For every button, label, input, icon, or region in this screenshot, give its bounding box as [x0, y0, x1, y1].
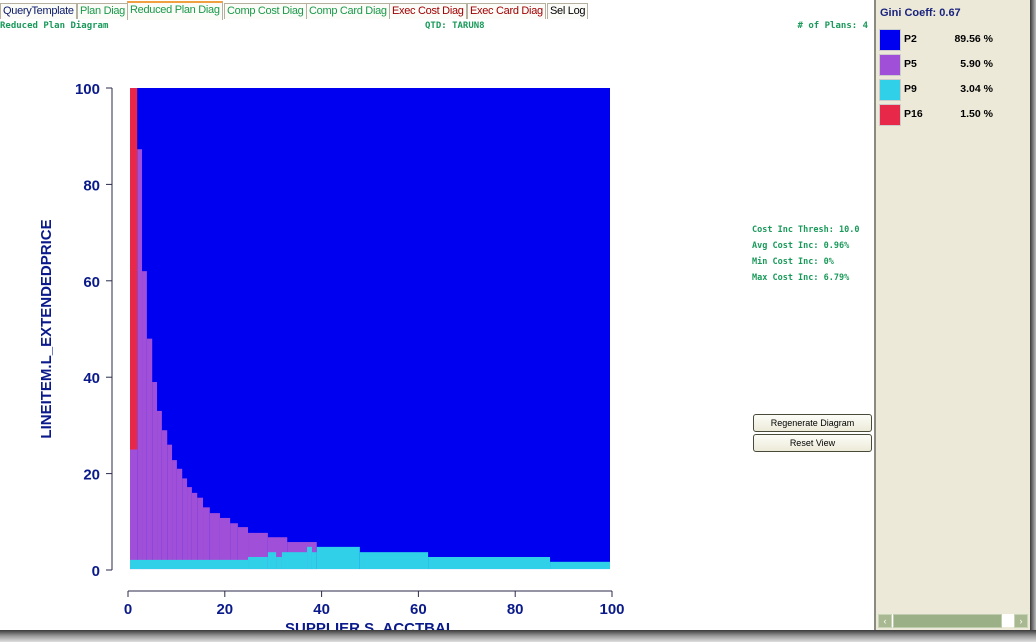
regenerate-diagram-button[interactable]: Regenerate Diagram	[753, 414, 872, 432]
plan-region-p5	[161, 430, 168, 570]
tab-sel-log[interactable]: Sel Log	[547, 3, 589, 19]
legend-plan: P5	[904, 58, 917, 70]
legend-item[interactable]: P5 5.90 %	[879, 54, 1029, 76]
plan-region-p9	[316, 546, 360, 570]
cost-inc-thresh: Cost Inc Thresh: 10.0	[752, 225, 860, 235]
gini-coefficient: Gini Coeff: 0.67	[880, 7, 961, 19]
legend-swatch	[879, 104, 901, 126]
y-tick-label: 20	[83, 467, 100, 484]
x-tick-label: 100	[599, 601, 624, 618]
tab-comp-card-diag[interactable]: Comp Card Diag	[306, 3, 390, 19]
horizontal-scrollbar[interactable]: ‹ ›	[878, 614, 1028, 628]
plan-region-p5	[230, 523, 238, 570]
reset-view-button[interactable]: Reset View	[753, 434, 872, 452]
legend-percent: 3.04 %	[960, 83, 993, 95]
scrollbar-thumb[interactable]	[893, 614, 1002, 628]
scroll-left-icon[interactable]: ‹	[878, 614, 892, 628]
legend-swatch	[879, 54, 901, 76]
legend-percent: 89.56 %	[954, 33, 993, 45]
plan-region-p9	[428, 556, 551, 570]
plan-diagram: 0 20 40 60 80 100 0 20 40 60 80 100 SUPPLIER.S_ACCTB…	[38, 81, 625, 632]
plan-region-p5	[191, 492, 198, 570]
plan-region-p5	[209, 513, 220, 570]
plan-region-p5	[152, 382, 158, 570]
y-tick-label: 0	[92, 563, 100, 580]
max-cost-inc: Max Cost Inc: 6.79%	[752, 273, 850, 283]
plan-region-p9	[281, 552, 308, 570]
tab-plan-diag[interactable]: Plan Diag	[77, 3, 128, 19]
legend-plan: P9	[904, 83, 917, 95]
legend-item[interactable]: P16 1.50 %	[879, 104, 1029, 126]
plan-region-p5	[203, 507, 210, 570]
plan-region-p5	[130, 449, 138, 570]
tab-query-template[interactable]: QueryTemplate	[0, 3, 77, 19]
tab-exec-cost-diag[interactable]: Exec Cost Diag	[389, 3, 467, 19]
plan-region-p5	[167, 444, 173, 570]
tab-exec-card-diag[interactable]: Exec Card Diag	[467, 3, 546, 19]
legend-item[interactable]: P2 89.56 %	[879, 29, 1029, 51]
plan-region-p2	[130, 88, 610, 570]
plan-region-p5	[137, 149, 143, 570]
legend-percent: 5.90 %	[960, 58, 993, 70]
window-shadow	[1030, 0, 1036, 642]
legend-item[interactable]: P9 3.04 %	[879, 79, 1029, 101]
plan-region-p5	[219, 517, 231, 570]
plan-region-p5	[182, 478, 188, 570]
plan-region-p5	[187, 487, 192, 570]
num-plans-label: # of Plans: 4	[797, 21, 868, 31]
plan-region-p9	[267, 552, 277, 570]
x-tick-label: 20	[216, 601, 233, 618]
x-tick-label: 40	[313, 601, 330, 618]
y-tick-label: 40	[83, 370, 100, 387]
legend-percent: 1.50 %	[960, 108, 993, 120]
plan-region-p16	[130, 88, 138, 450]
legend-plan: P2	[904, 33, 917, 45]
legend-swatch	[879, 79, 901, 101]
legend-plan: P16	[904, 108, 923, 120]
x-tick-label: 0	[124, 601, 132, 618]
plan-region-p9	[130, 559, 249, 570]
plan-region-p5	[142, 271, 147, 570]
plan-region-p9	[248, 556, 268, 570]
x-tick-label: 80	[507, 601, 524, 618]
plan-region-p5	[176, 468, 183, 570]
legend-swatch	[879, 29, 901, 51]
plan-region-p5	[197, 497, 204, 570]
avg-cost-inc: Avg Cost Inc: 0.96%	[752, 241, 850, 251]
plan-region-p5	[237, 527, 249, 570]
plan-region-p9	[276, 556, 282, 570]
diagram-title: Reduced Plan Diagram	[0, 21, 109, 31]
y-tick-label: 80	[83, 177, 100, 194]
tab-comp-cost-diag[interactable]: Comp Cost Diag	[224, 3, 307, 19]
y-tick-label: 100	[75, 81, 100, 98]
plan-region-p9	[359, 552, 429, 570]
y-axis-title: LINEITEM.L_EXTENDEDPRICE	[38, 219, 55, 438]
window-shadow	[0, 630, 1036, 642]
plan-region-p5	[157, 410, 162, 570]
plan-region-p5	[146, 338, 153, 570]
x-axis-title: SUPPLIER.S_ACCTBAL	[285, 620, 455, 632]
tab-reduced-plan-diag[interactable]: Reduced Plan Diag	[127, 1, 223, 20]
qtd-label: QTD: TARUN8	[425, 21, 485, 31]
scroll-right-icon[interactable]: ›	[1014, 614, 1028, 628]
legend-panel: Gini Coeff: 0.67 P2 89.56 % P5 5.90 % P9…	[874, 0, 1032, 630]
min-cost-inc: Min Cost Inc: 0%	[752, 257, 834, 267]
x-tick-label: 60	[410, 601, 427, 618]
plan-region-p9	[311, 552, 317, 570]
plan-region-p5	[172, 460, 177, 570]
plan-region-p9	[550, 561, 610, 570]
y-tick-label: 60	[83, 274, 100, 291]
plan-region-p9	[307, 546, 312, 570]
